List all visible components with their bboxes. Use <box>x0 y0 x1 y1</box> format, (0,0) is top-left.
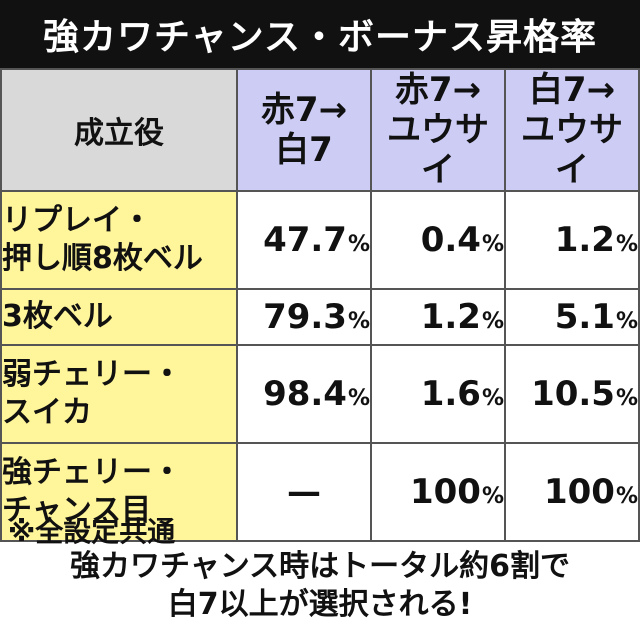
row-label-line: 強チェリー・ <box>2 455 182 490</box>
percent-sign: % <box>481 232 504 257</box>
row-label-line: 弱チェリー・ <box>2 357 182 392</box>
column-header-line: 赤7→ <box>260 90 348 130</box>
cell-value: 0.4 <box>420 220 481 260</box>
table-cell: — <box>236 442 372 542</box>
footnote: ※全設定共通 <box>8 515 176 548</box>
percent-sign: % <box>347 232 370 257</box>
table-cell: 5.1% <box>504 288 640 346</box>
percent-sign: % <box>481 309 504 334</box>
column-header-line: 白7→ <box>528 70 616 110</box>
table-cell: 79.3% <box>236 288 372 346</box>
row-label-line: リプレイ・ <box>2 203 152 238</box>
table-cell: 100% <box>370 442 506 542</box>
table-cell: 100% <box>504 442 640 542</box>
table-cell: 47.7% <box>236 190 372 290</box>
cell-value: 100 <box>409 472 481 512</box>
row-label: 弱チェリー・ スイカ <box>0 344 238 444</box>
percent-sign: % <box>615 386 638 411</box>
column-header-line: ユウサイ <box>521 110 623 190</box>
table-cell: 1.2% <box>504 190 640 290</box>
page-title: 強カワチャンス・ボーナス昇格率 <box>0 0 640 68</box>
cell-value: — <box>287 472 321 512</box>
row-label: リプレイ・ 押し順8枚ベル <box>0 190 238 290</box>
table-cell: 1.2% <box>370 288 506 346</box>
column-header-white7-to-yuusai: 白7→ ユウサイ <box>504 68 640 192</box>
percent-sign: % <box>481 386 504 411</box>
percent-sign: % <box>615 484 638 509</box>
cell-value: 79.3 <box>263 297 347 337</box>
cell-value: 1.2 <box>554 220 615 260</box>
cell-value: 98.4 <box>263 374 347 414</box>
row-label-line: スイカ <box>2 395 92 430</box>
row-label-line: チャンス目 <box>2 493 152 528</box>
percent-sign: % <box>347 386 370 411</box>
row-label: 強チェリー・ チャンス目 <box>0 442 238 542</box>
table-cell: 98.4% <box>236 344 372 444</box>
percent-sign: % <box>481 484 504 509</box>
column-header-line: 赤7→ <box>394 70 482 110</box>
row-label: 3枚ベル <box>0 288 238 346</box>
column-header-line: ユウサイ <box>387 110 489 190</box>
table-row: 3枚ベル 79.3% 1.2% 5.1% <box>0 288 640 346</box>
row-label-line: 押し順8枚ベル <box>2 241 203 276</box>
percent-sign: % <box>347 309 370 334</box>
summary-text: 強カワチャンス時はトータル約6割で 白7以上が選択される! <box>0 548 640 624</box>
table-row: 弱チェリー・ スイカ 98.4% 1.6% 10.5% <box>0 344 640 444</box>
percent-sign: % <box>615 309 638 334</box>
cell-value: 10.5 <box>531 374 615 414</box>
summary-line: 強カワチャンス時はトータル約6割で <box>70 549 570 584</box>
cell-value: 1.2 <box>420 297 481 337</box>
promotion-rate-table: 成立役 赤7→ 白7 赤7→ ユウサイ 白7→ ユウサイ リプレイ・ 押し順8枚… <box>0 68 640 542</box>
table-cell: 1.6% <box>370 344 506 444</box>
table-row: リプレイ・ 押し順8枚ベル 47.7% 0.4% 1.2% <box>0 190 640 290</box>
table-row: 強チェリー・ チャンス目 — 100% 100% <box>0 442 640 542</box>
column-header-role: 成立役 <box>0 68 238 192</box>
summary-line: 白7以上が選択される! <box>167 587 473 622</box>
column-header-red7-to-yuusai: 赤7→ ユウサイ <box>370 68 506 192</box>
cell-value: 5.1 <box>554 297 615 337</box>
row-label-line: 3枚ベル <box>2 299 113 334</box>
percent-sign: % <box>615 232 638 257</box>
table-cell: 10.5% <box>504 344 640 444</box>
column-header-line: 白7 <box>275 130 333 170</box>
cell-value: 100 <box>543 472 615 512</box>
column-header-red7-to-white7: 赤7→ 白7 <box>236 68 372 192</box>
table-cell: 0.4% <box>370 190 506 290</box>
cell-value: 47.7 <box>263 220 347 260</box>
table-header-row: 成立役 赤7→ 白7 赤7→ ユウサイ 白7→ ユウサイ <box>0 68 640 192</box>
cell-value: 1.6 <box>420 374 481 414</box>
